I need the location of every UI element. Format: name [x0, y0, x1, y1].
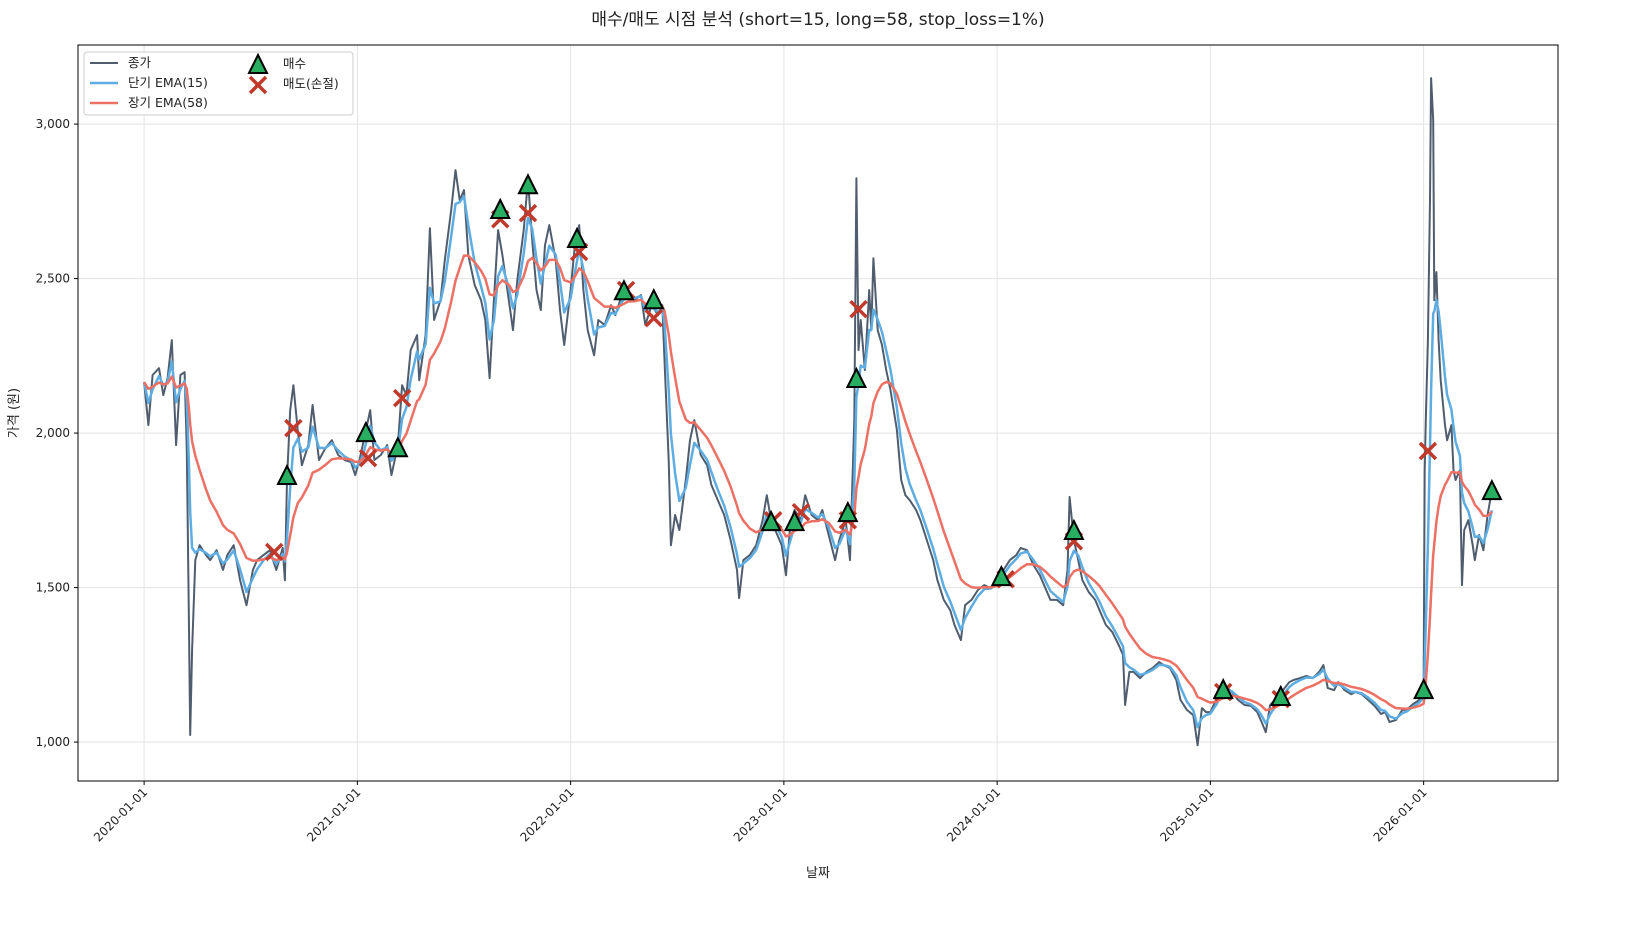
grid-lines [78, 45, 1558, 781]
y-tick-label: 2,500 [36, 272, 70, 286]
axis-ticks: 1,000 1,500 2,000 2,500 3,000 2020-01-01 2021-… [36, 117, 1430, 844]
buy-marker [845, 366, 868, 389]
y-tick-label: 1,000 [36, 735, 70, 749]
series-layer [142, 77, 1494, 747]
plot-frame [77, 44, 1559, 782]
buy-marker [990, 564, 1013, 587]
sell-marker [264, 542, 284, 562]
sell-marker [518, 203, 538, 223]
y-axis-label: 가격 (원) [7, 388, 22, 438]
y-tick-label: 3,000 [36, 117, 70, 131]
sell-marker [392, 388, 412, 408]
x-tick-label: 2026-01-01 [1371, 785, 1430, 844]
y-tick-label: 1,500 [36, 581, 70, 595]
buy-marker [837, 500, 859, 523]
x-tick-label: 2022-01-01 [518, 785, 577, 844]
x-axis-label: 날짜 [806, 866, 830, 881]
legend-sell-label: 매도(손절) [283, 76, 339, 91]
buy-marker [1063, 518, 1085, 541]
legend-short-ema-label: 단기 EMA(15) [128, 75, 208, 90]
close-price-line [143, 77, 1493, 747]
sell-marker [358, 448, 378, 468]
sell-marker [849, 299, 868, 319]
buy-marker [760, 509, 782, 532]
legend: 종가 단기 EMA(15) 장기 EMA(58) 매수 매도(손절) [83, 51, 354, 116]
buy-marker [1212, 677, 1234, 700]
y-tick-label: 2,000 [36, 426, 70, 440]
x-tick-label: 2020-01-01 [91, 785, 150, 844]
x-tick-label: 2021-01-01 [304, 785, 363, 844]
buy-marker [387, 435, 409, 458]
legend-buy-triangle-icon [247, 52, 269, 74]
buy-marker [276, 463, 298, 486]
buy-marker [1270, 684, 1292, 706]
buy-marker [1413, 677, 1435, 700]
long-ema-line [143, 254, 1493, 712]
legend-box [83, 51, 354, 116]
buy-marker [783, 509, 806, 532]
sell-marker [284, 418, 303, 438]
buy-marker [566, 226, 588, 249]
x-tick-label: 2024-01-01 [944, 785, 1003, 844]
sell-marker [644, 308, 664, 328]
buy-marker [489, 197, 511, 219]
chart-title: 매수/매도 시점 분석 (short=15, long=58, stop_los… [591, 10, 1044, 30]
buy-marker [517, 173, 539, 195]
legend-buy-label: 매수 [283, 56, 306, 71]
buy-marker [613, 279, 635, 301]
x-tick-label: 2025-01-01 [1157, 785, 1216, 844]
legend-long-ema-label: 장기 EMA(58) [128, 95, 208, 110]
signal-markers [264, 173, 1503, 709]
legend-close-label: 종가 [128, 55, 152, 70]
short-ema-line [142, 195, 1494, 729]
legend-sell-x-icon [248, 75, 268, 95]
buy-marker [355, 420, 377, 443]
x-tick-label: 2023-01-01 [731, 785, 790, 844]
buy-marker [643, 287, 665, 310]
sell-marker [1418, 441, 1438, 461]
buy-marker [1481, 478, 1503, 501]
